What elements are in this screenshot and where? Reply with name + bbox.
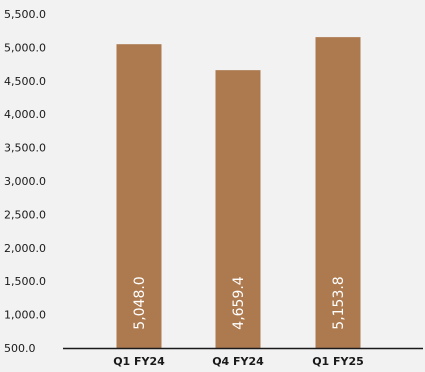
y-tick-label: 1,500.0 bbox=[4, 275, 46, 288]
y-tick-label: 2,500.0 bbox=[4, 208, 46, 221]
y-tick-label: 3,500.0 bbox=[4, 142, 46, 155]
y-tick-label: 1,000.0 bbox=[4, 309, 46, 322]
x-tick-label: Q1 FY25 bbox=[312, 355, 364, 368]
x-tick-label: Q1 FY24 bbox=[113, 355, 165, 368]
x-axis: Q1 FY24 Q4 FY24 Q1 FY25 bbox=[113, 355, 364, 368]
y-tick-label: 4,500.0 bbox=[4, 75, 46, 88]
y-axis: 500.0 1,000.0 1,500.0 2,000.0 2,500.0 3,000.0… bbox=[4, 8, 46, 355]
y-tick-label: 3,000.0 bbox=[4, 175, 46, 188]
y-tick-label: 5,500.0 bbox=[4, 8, 46, 21]
bars-group: 5,048.0 4,659.4 5,153.8 bbox=[116, 37, 361, 349]
y-tick-label: 5,000.0 bbox=[4, 41, 46, 54]
bar-value-label: 5,048.0 bbox=[132, 276, 148, 329]
bar-value-label: 4,659.4 bbox=[231, 276, 247, 330]
bar bbox=[116, 44, 162, 348]
bar bbox=[315, 37, 361, 348]
y-tick-label: 2,000.0 bbox=[4, 242, 46, 255]
bar bbox=[215, 70, 261, 349]
y-tick-label: 4,000.0 bbox=[4, 108, 46, 121]
y-tick-label: 500.0 bbox=[4, 342, 36, 355]
x-tick-label: Q4 FY24 bbox=[212, 355, 264, 368]
bar-value-label: 5,153.8 bbox=[331, 276, 347, 329]
